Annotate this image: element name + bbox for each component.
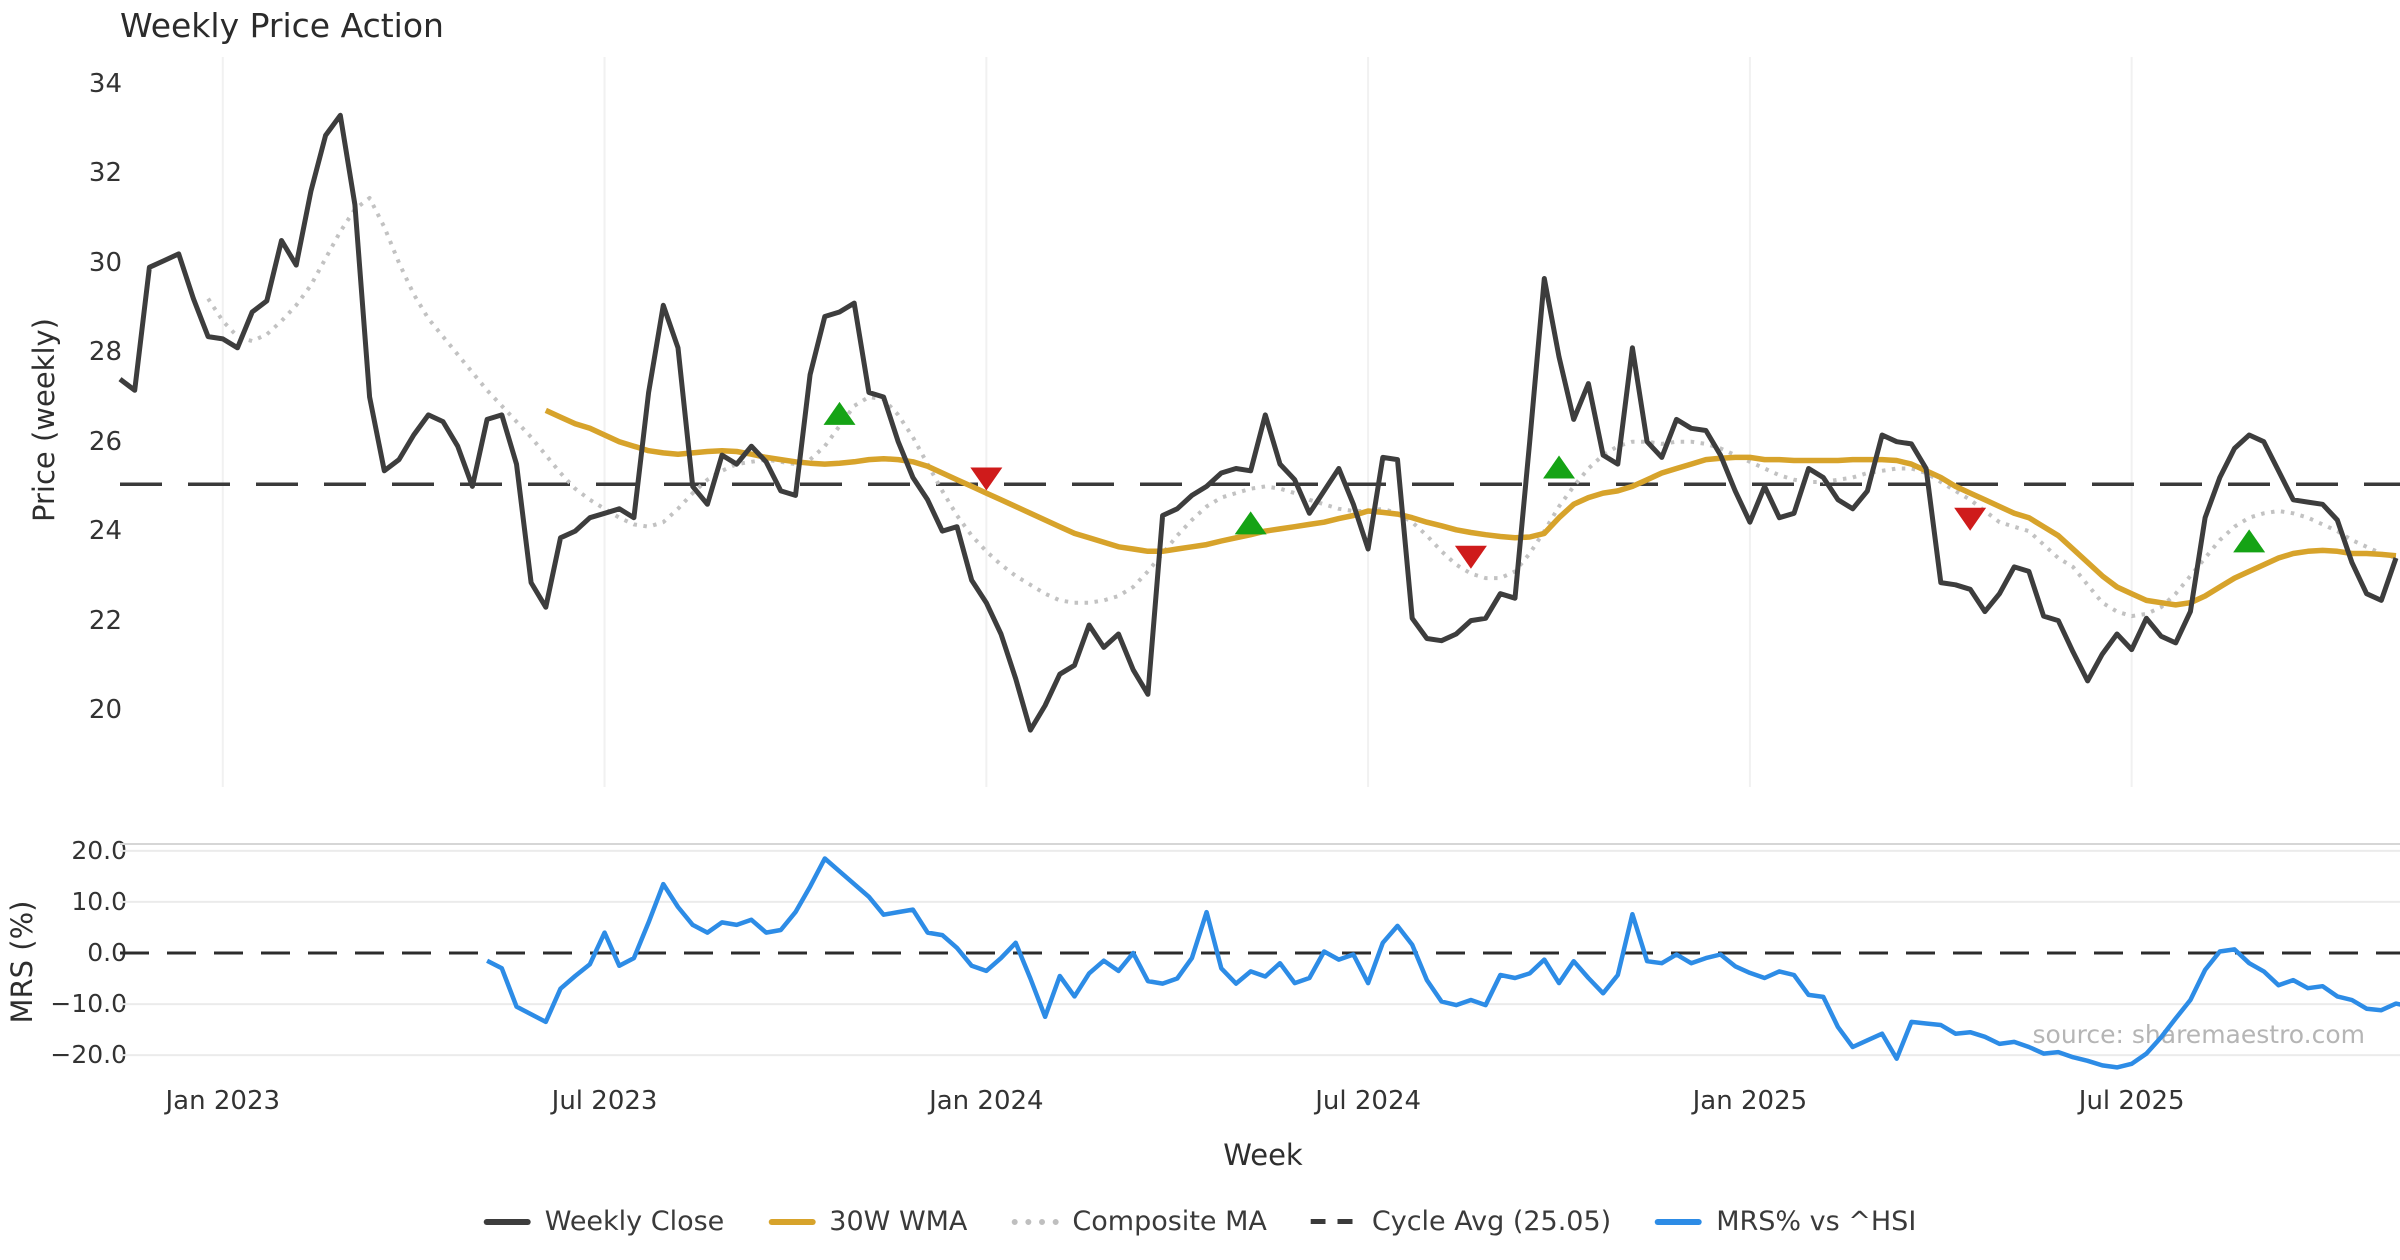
chart-title: Weekly Price Action (120, 6, 444, 45)
legend-label: MRS% vs ^HSI (1716, 1206, 1917, 1237)
price-tick-label: 30 (88, 247, 122, 278)
buy-signal-triangle (2233, 529, 2266, 553)
legend-dashed-swatch (1310, 1219, 1358, 1224)
price-tick-label: 28 (88, 337, 122, 368)
legend-item: MRS% vs ^HSI (1655, 1206, 1916, 1237)
price-tick-label: 34 (88, 69, 122, 99)
chart-legend: Weekly Close 30W WMA Composite MA Cycle Avg… (483, 1206, 1916, 1237)
price-tick-label: 26 (88, 426, 122, 457)
legend-label: Weekly Close (544, 1206, 725, 1237)
buy-signal-triangle (1543, 455, 1576, 479)
price-tick-label: 22 (88, 605, 122, 636)
legend-label: Cycle Avg (25.05) (1371, 1206, 1612, 1237)
x-tick-label: Jan 2024 (929, 1086, 1044, 1116)
buy-signal-triangle (823, 401, 856, 425)
mrs-tick-label: 20.0 (71, 835, 127, 865)
mrs-tick-label: −10.0 (50, 989, 127, 1019)
source-watermark: source: sharemaestro.com (2032, 1020, 2366, 1049)
mrs-tick-label: 10.0 (71, 886, 127, 916)
x-tick-label: Jan 2023 (165, 1086, 281, 1116)
legend-line-swatch (1655, 1218, 1703, 1225)
legend-line-swatch (483, 1218, 531, 1225)
x-tick-label: Jul 2024 (1315, 1086, 1422, 1116)
price-tick-label: 24 (88, 516, 122, 547)
buy-signal-triangle (1234, 511, 1267, 535)
price-tick-label: 32 (88, 158, 122, 189)
wma-30w-line (544, 407, 2397, 608)
legend-label: 30W WMA (829, 1206, 968, 1237)
sell-signal-triangle (1454, 545, 1487, 569)
legend-item: Cycle Avg (25.05) (1310, 1206, 1612, 1237)
legend-item: 30W WMA (768, 1206, 967, 1237)
x-axis-label: Week (1223, 1138, 1303, 1172)
sell-signal-triangle (970, 467, 1003, 491)
mrs-line (486, 856, 2400, 1070)
legend-item: Weekly Close (483, 1206, 725, 1237)
legend-label: Composite MA (1072, 1206, 1267, 1237)
composite-ma-line (206, 196, 2397, 619)
legend-item: Composite MA (1011, 1206, 1267, 1237)
x-tick-label: Jan 2025 (1692, 1086, 1808, 1116)
mrs-tick-label: −20.0 (50, 1040, 127, 1070)
x-tick-label: Jul 2023 (551, 1086, 658, 1116)
legend-dotted-swatch (1011, 1218, 1059, 1225)
weekly-close-line (118, 112, 2399, 733)
legend-line-swatch (768, 1218, 816, 1225)
x-tick-label: Jul 2025 (2078, 1086, 2185, 1116)
price-tick-label: 20 (88, 694, 122, 725)
sell-signal-triangle (1954, 507, 1987, 531)
